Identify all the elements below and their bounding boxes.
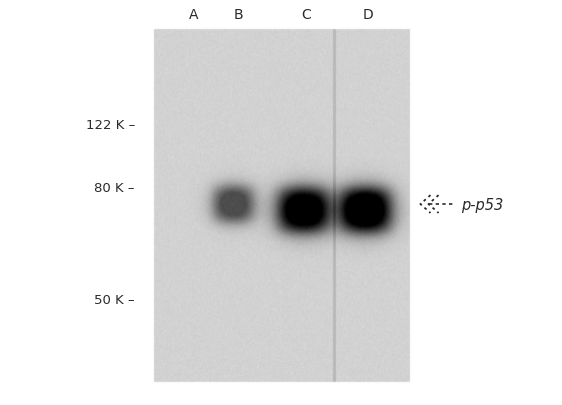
Text: 80 K –: 80 K – — [94, 182, 135, 195]
Text: 50 K –: 50 K – — [94, 293, 135, 306]
Text: D: D — [362, 9, 374, 22]
Text: C: C — [301, 9, 311, 22]
Text: 122 K –: 122 K – — [85, 119, 135, 132]
Text: p-p53: p-p53 — [461, 197, 503, 212]
Text: A: A — [189, 9, 198, 22]
Text: B: B — [234, 9, 244, 22]
